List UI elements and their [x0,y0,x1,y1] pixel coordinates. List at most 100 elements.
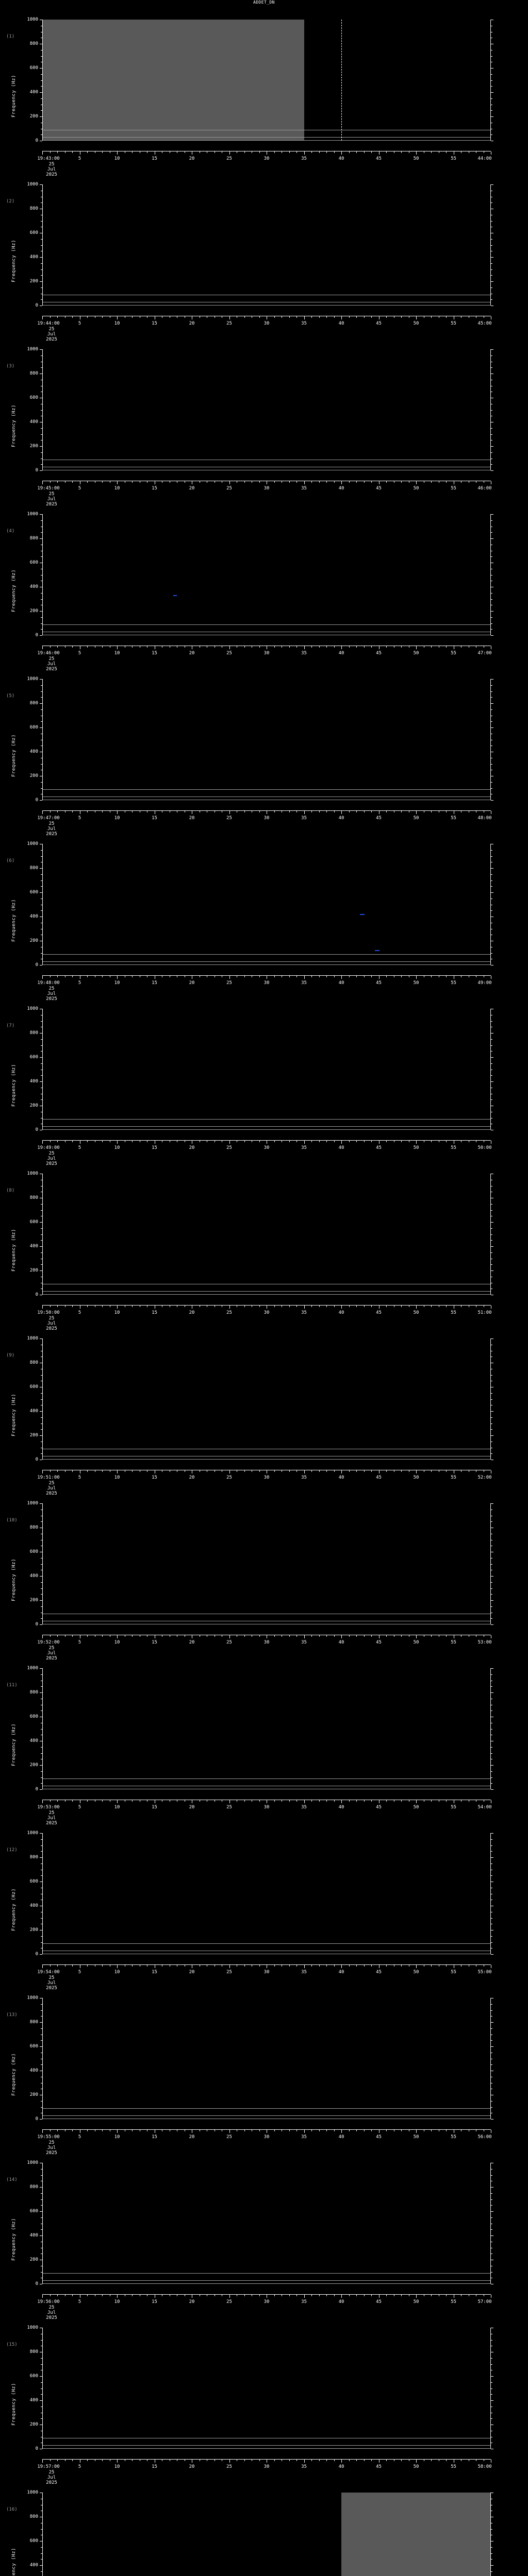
x-axis-tick [57,811,58,812]
x-axis-tick [364,1141,365,1142]
x-tick-label-end: 52:00 [477,1475,492,1480]
x-axis-tick [378,1141,380,1144]
y-axis-tick [41,2559,42,2560]
x-axis-tick [304,1635,305,1638]
plot-area[interactable] [42,1503,491,1624]
spectrogram-panel[interactable]: 0 200 400 600 800 1000 Frequency (Hz) (12) 19:54… [0,1822,528,1991]
y-tick-label: 0 [35,1952,38,1957]
y-tick-label: 800 [29,1195,38,1200]
plot-area[interactable] [42,2328,491,2449]
x-axis-spine [42,1140,491,1144]
spectrogram-panel[interactable]: 0 200 400 600 800 1000 Frequency (Hz) (2) 19:44:… [0,173,528,342]
x-axis-tick [341,1965,342,1968]
x-axis-tick [341,316,342,319]
x-axis-tick [42,316,43,319]
spectrogram-panel[interactable]: 0 200 400 600 800 1000 Frequency (Hz) (8) 19:50:… [0,1162,528,1331]
spectrogram-panel[interactable]: 0 200 400 600 800 1000 Frequency (Hz) (14) 19:56… [0,2151,528,2320]
y-axis-tick-right [491,281,493,282]
x-tick-label: 30 [263,1640,270,1645]
y-axis-tick [40,1503,42,1504]
x-tick-label: 30 [263,651,270,656]
y-axis-tick [40,679,42,680]
spectrogram-panel[interactable]: 0 200 400 600 800 1000 Frequency (Hz) (11) 19:53… [0,1657,528,1826]
x-axis-tick [42,151,43,155]
plot-area[interactable] [42,2163,491,2284]
spectrogram-panel[interactable]: 0 200 400 600 800 1000 Frequency (Hz) (13) 19:55… [0,1987,528,2156]
spectrogram-panel[interactable]: 0 200 400 600 800 1000 Frequency (Hz) (5) 19:47:… [0,668,528,837]
detection-marker[interactable] [360,914,365,916]
x-axis-tick [229,481,230,484]
spectrogram-panel[interactable]: 0 200 400 600 800 1000 Frequency (Hz) (9) 19:51:… [0,1327,528,1496]
plot-area[interactable] [42,514,491,635]
x-axis-tick [378,151,380,155]
y-axis-tick-right [491,1045,492,1046]
x-axis-date-label: 25 Jul 2025 [46,492,57,507]
x-axis-tick [378,646,380,649]
plot-area[interactable] [42,349,491,470]
y-tick-label: 600 [29,2044,38,2049]
x-tick-label-end: 55:00 [477,1970,492,1975]
y-axis-tick-right [491,2388,492,2389]
x-axis-tick [42,646,43,649]
plot-area[interactable] [42,1668,491,1789]
spectrogram-panel[interactable]: 0 200 400 600 800 1000 Frequency (Hz) (4) 19:46:… [0,503,528,672]
y-axis-tick [40,800,42,801]
y-tick-label: 0 [35,2116,38,2122]
plot-area[interactable] [42,1833,491,1954]
x-axis-tick [117,151,118,155]
x-axis-tick [296,1141,297,1142]
y-axis-tick [41,782,42,783]
y-axis-spine-right [490,1998,493,2120]
spectrogram-panel[interactable]: 0 200 400 600 800 1000 Frequency (Hz) (6) 19:48:… [0,833,528,1002]
x-axis-tick [319,481,320,483]
x-tick-label: 35 [301,816,307,821]
x-axis-tick [274,481,275,483]
x-tick-label: 15 [152,1145,157,1150]
y-axis-tick-right [491,2406,492,2407]
plot-area[interactable] [42,1009,491,1130]
detection-marker[interactable] [375,950,380,951]
x-tick-label-start: 19:48:00 [37,980,60,986]
x-axis-tick [102,481,103,483]
y-axis-tick [40,514,42,515]
y-axis-tick [40,2211,42,2212]
y-axis-tick [40,2046,42,2047]
spectrogram-panel[interactable]: 0 200 400 600 800 1000 Frequency (Hz) (15) 19:57… [0,2316,528,2485]
x-axis-tick [274,811,275,812]
spectrogram-panel[interactable]: 0 200 400 600 800 1000 Frequency (Hz) (1) 19:43:… [0,8,528,177]
plot-area[interactable] [42,679,491,800]
spectrogram-panel[interactable]: 0 200 400 600 800 1000 Frequency (Hz) (7) 19:49:… [0,997,528,1166]
y-axis-tick-right [491,1936,492,1937]
x-axis-tick [446,2295,447,2296]
y-tick-label: 200 [29,2257,38,2262]
plot-area[interactable] [42,20,491,141]
plot-area[interactable] [42,184,491,306]
plot-area[interactable] [42,1338,491,1460]
plot-area[interactable] [42,844,491,965]
x-axis-tick [259,1965,260,1967]
x-axis-spine [42,810,491,814]
x-axis-tick [274,316,275,318]
y-tick-label: 0 [35,962,38,968]
panel-index-label: (4) [6,529,15,534]
plot-area[interactable] [42,2493,491,2576]
y-tick-label: 400 [29,584,38,589]
x-tick-label: 20 [189,1310,195,1315]
x-tick-label: 20 [189,980,195,986]
y-axis-tick-right [491,1594,492,1595]
y-axis-tick-right [491,257,493,258]
y-tick-label: 400 [29,2233,38,2238]
plot-area[interactable] [42,1174,491,1295]
y-axis-tick-right [491,2394,492,2395]
plot-area[interactable] [42,1998,491,2119]
detection-marker[interactable] [173,595,177,597]
x-axis-tick [274,1470,275,1472]
spectrogram-panel[interactable]: 0 200 400 600 800 1000 Frequency (Hz) (3) 19:45:… [0,338,528,507]
x-axis-tick [319,1800,320,1802]
band-divider-line [42,2283,491,2284]
y-axis-tick [41,2064,42,2065]
y-axis-tick [41,410,42,411]
spectrogram-panel[interactable]: 0 200 400 600 800 1000 Frequency (Hz) (10) 19:52… [0,1492,528,1661]
x-axis-tick [244,811,245,812]
